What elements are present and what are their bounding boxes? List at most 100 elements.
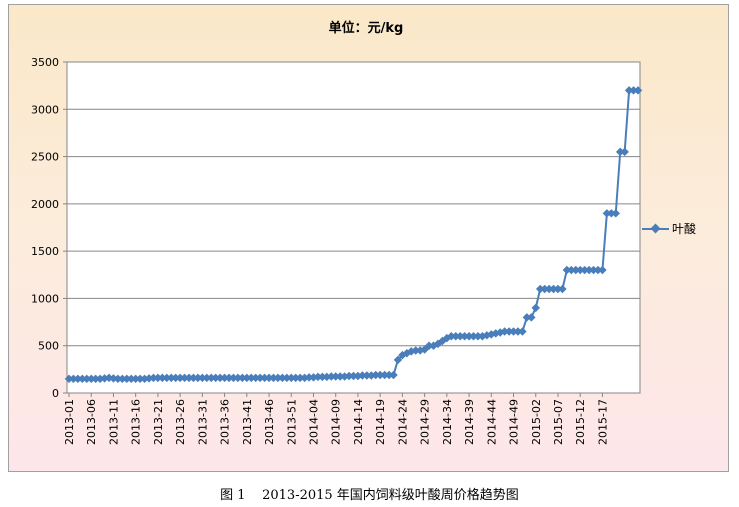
x-tick-label: 2013-51 [285, 399, 298, 445]
data-point [291, 373, 300, 383]
data-point [171, 373, 180, 383]
data-point [522, 313, 532, 322]
data-point [633, 86, 643, 95]
x-tick-label: 2014-39 [463, 399, 476, 445]
data-point [509, 327, 518, 336]
data-point [233, 373, 243, 383]
data-point [371, 370, 380, 380]
data-point [549, 284, 558, 294]
x-tick-label: 2014-24 [396, 399, 409, 445]
data-point [620, 147, 629, 157]
line-chart: 单位：元/kg 0 500 1000 1500 2000 2500 3000 3500 201… [31, 20, 696, 445]
y-tick-label: 3500 [31, 56, 59, 69]
y-tick-label: 1000 [31, 292, 59, 305]
data-point [375, 370, 385, 380]
data-point [282, 373, 292, 383]
data-point [384, 370, 394, 380]
x-tick-label: 2014-34 [441, 399, 454, 445]
x-tick-label: 2015-02 [530, 399, 543, 445]
data-point [278, 373, 287, 383]
data-point [455, 332, 465, 341]
x-tick-label: 2013-06 [85, 399, 98, 445]
data-point [535, 284, 545, 294]
x-tick-label: 2014-44 [485, 399, 498, 445]
x-tick-label: 2013-31 [196, 399, 209, 445]
x-tick-label: 2014-09 [330, 399, 343, 445]
x-tick-label: 2013-16 [130, 399, 143, 445]
legend-marker [650, 223, 661, 234]
data-point [349, 371, 358, 381]
data-point [624, 86, 634, 95]
data-point [255, 373, 265, 383]
x-axis: 2013-01 2013-06 2013-11 2013-16 2013-21 2013-… [63, 393, 609, 445]
x-tick-label: 2014-19 [374, 399, 387, 445]
data-point [527, 313, 536, 322]
x-tick-label: 2013-26 [174, 399, 187, 445]
data-point [318, 372, 327, 382]
data-point [553, 284, 563, 294]
data-point [362, 371, 372, 380]
grid-lines [66, 61, 641, 394]
series-layer [64, 86, 643, 384]
data-point [380, 370, 389, 380]
data-point [153, 373, 163, 383]
x-tick-label: 2014-04 [307, 399, 320, 445]
data-point [260, 373, 269, 383]
data-point [562, 265, 572, 275]
data-point [571, 265, 581, 275]
data-point [273, 373, 283, 383]
y-tick-label: 2000 [31, 198, 59, 211]
data-point [269, 373, 278, 383]
data-point [447, 332, 456, 341]
data-point [540, 284, 549, 294]
data-point [295, 373, 305, 383]
data-point [86, 374, 96, 384]
data-point [175, 373, 185, 383]
data-point [451, 332, 460, 341]
x-tick-label: 2013-01 [63, 399, 76, 445]
data-point [389, 370, 398, 380]
data-point [207, 373, 216, 383]
data-point [531, 303, 541, 313]
data-point [607, 209, 616, 218]
data-point [335, 372, 345, 381]
y-tick-label: 2500 [31, 151, 59, 164]
data-point [189, 373, 198, 383]
chart-title: 单位：元/kg [329, 20, 404, 36]
data-point [584, 265, 594, 275]
data-point [247, 373, 256, 383]
y-tick-label: 500 [38, 340, 59, 353]
data-point [149, 373, 158, 383]
y-axis: 0 500 1000 1500 2000 2500 3000 3500 [31, 56, 67, 400]
x-tick-label: 2014-49 [508, 399, 521, 445]
data-point [264, 373, 274, 383]
x-tick-label: 2015-07 [552, 399, 565, 445]
x-tick-label: 2013-41 [241, 399, 254, 445]
legend: 叶酸 [642, 221, 696, 236]
x-tick-label: 2013-21 [152, 399, 165, 445]
x-tick-label: 2015-12 [574, 399, 587, 445]
data-point [238, 373, 247, 383]
y-tick-label: 0 [52, 387, 59, 400]
data-point [598, 265, 607, 275]
data-point [122, 374, 132, 384]
x-tick-label: 2013-46 [263, 399, 276, 445]
data-point [135, 374, 145, 384]
plot-area [66, 61, 641, 394]
data-point [198, 373, 207, 383]
data-point [500, 327, 509, 336]
data-point [344, 371, 354, 381]
x-tick-label: 2014-14 [352, 399, 365, 445]
data-point [166, 373, 176, 383]
data-point [504, 327, 514, 336]
y-tick-label: 1500 [31, 245, 59, 258]
data-point [202, 373, 212, 383]
data-point [593, 265, 603, 275]
data-point [242, 373, 252, 383]
data-point [215, 373, 225, 383]
data-point [411, 346, 420, 355]
data-point [518, 327, 527, 336]
legend-label: 叶酸 [672, 221, 696, 236]
data-point [184, 373, 194, 383]
x-tick-label: 2013-36 [219, 399, 232, 445]
